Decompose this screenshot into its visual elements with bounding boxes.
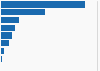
Bar xyxy=(1,48,4,54)
Bar xyxy=(1,1,84,8)
Bar xyxy=(1,32,12,39)
Bar xyxy=(1,56,2,62)
Bar xyxy=(1,25,15,31)
Bar xyxy=(1,40,9,46)
Bar xyxy=(1,9,44,15)
Bar xyxy=(1,17,19,23)
